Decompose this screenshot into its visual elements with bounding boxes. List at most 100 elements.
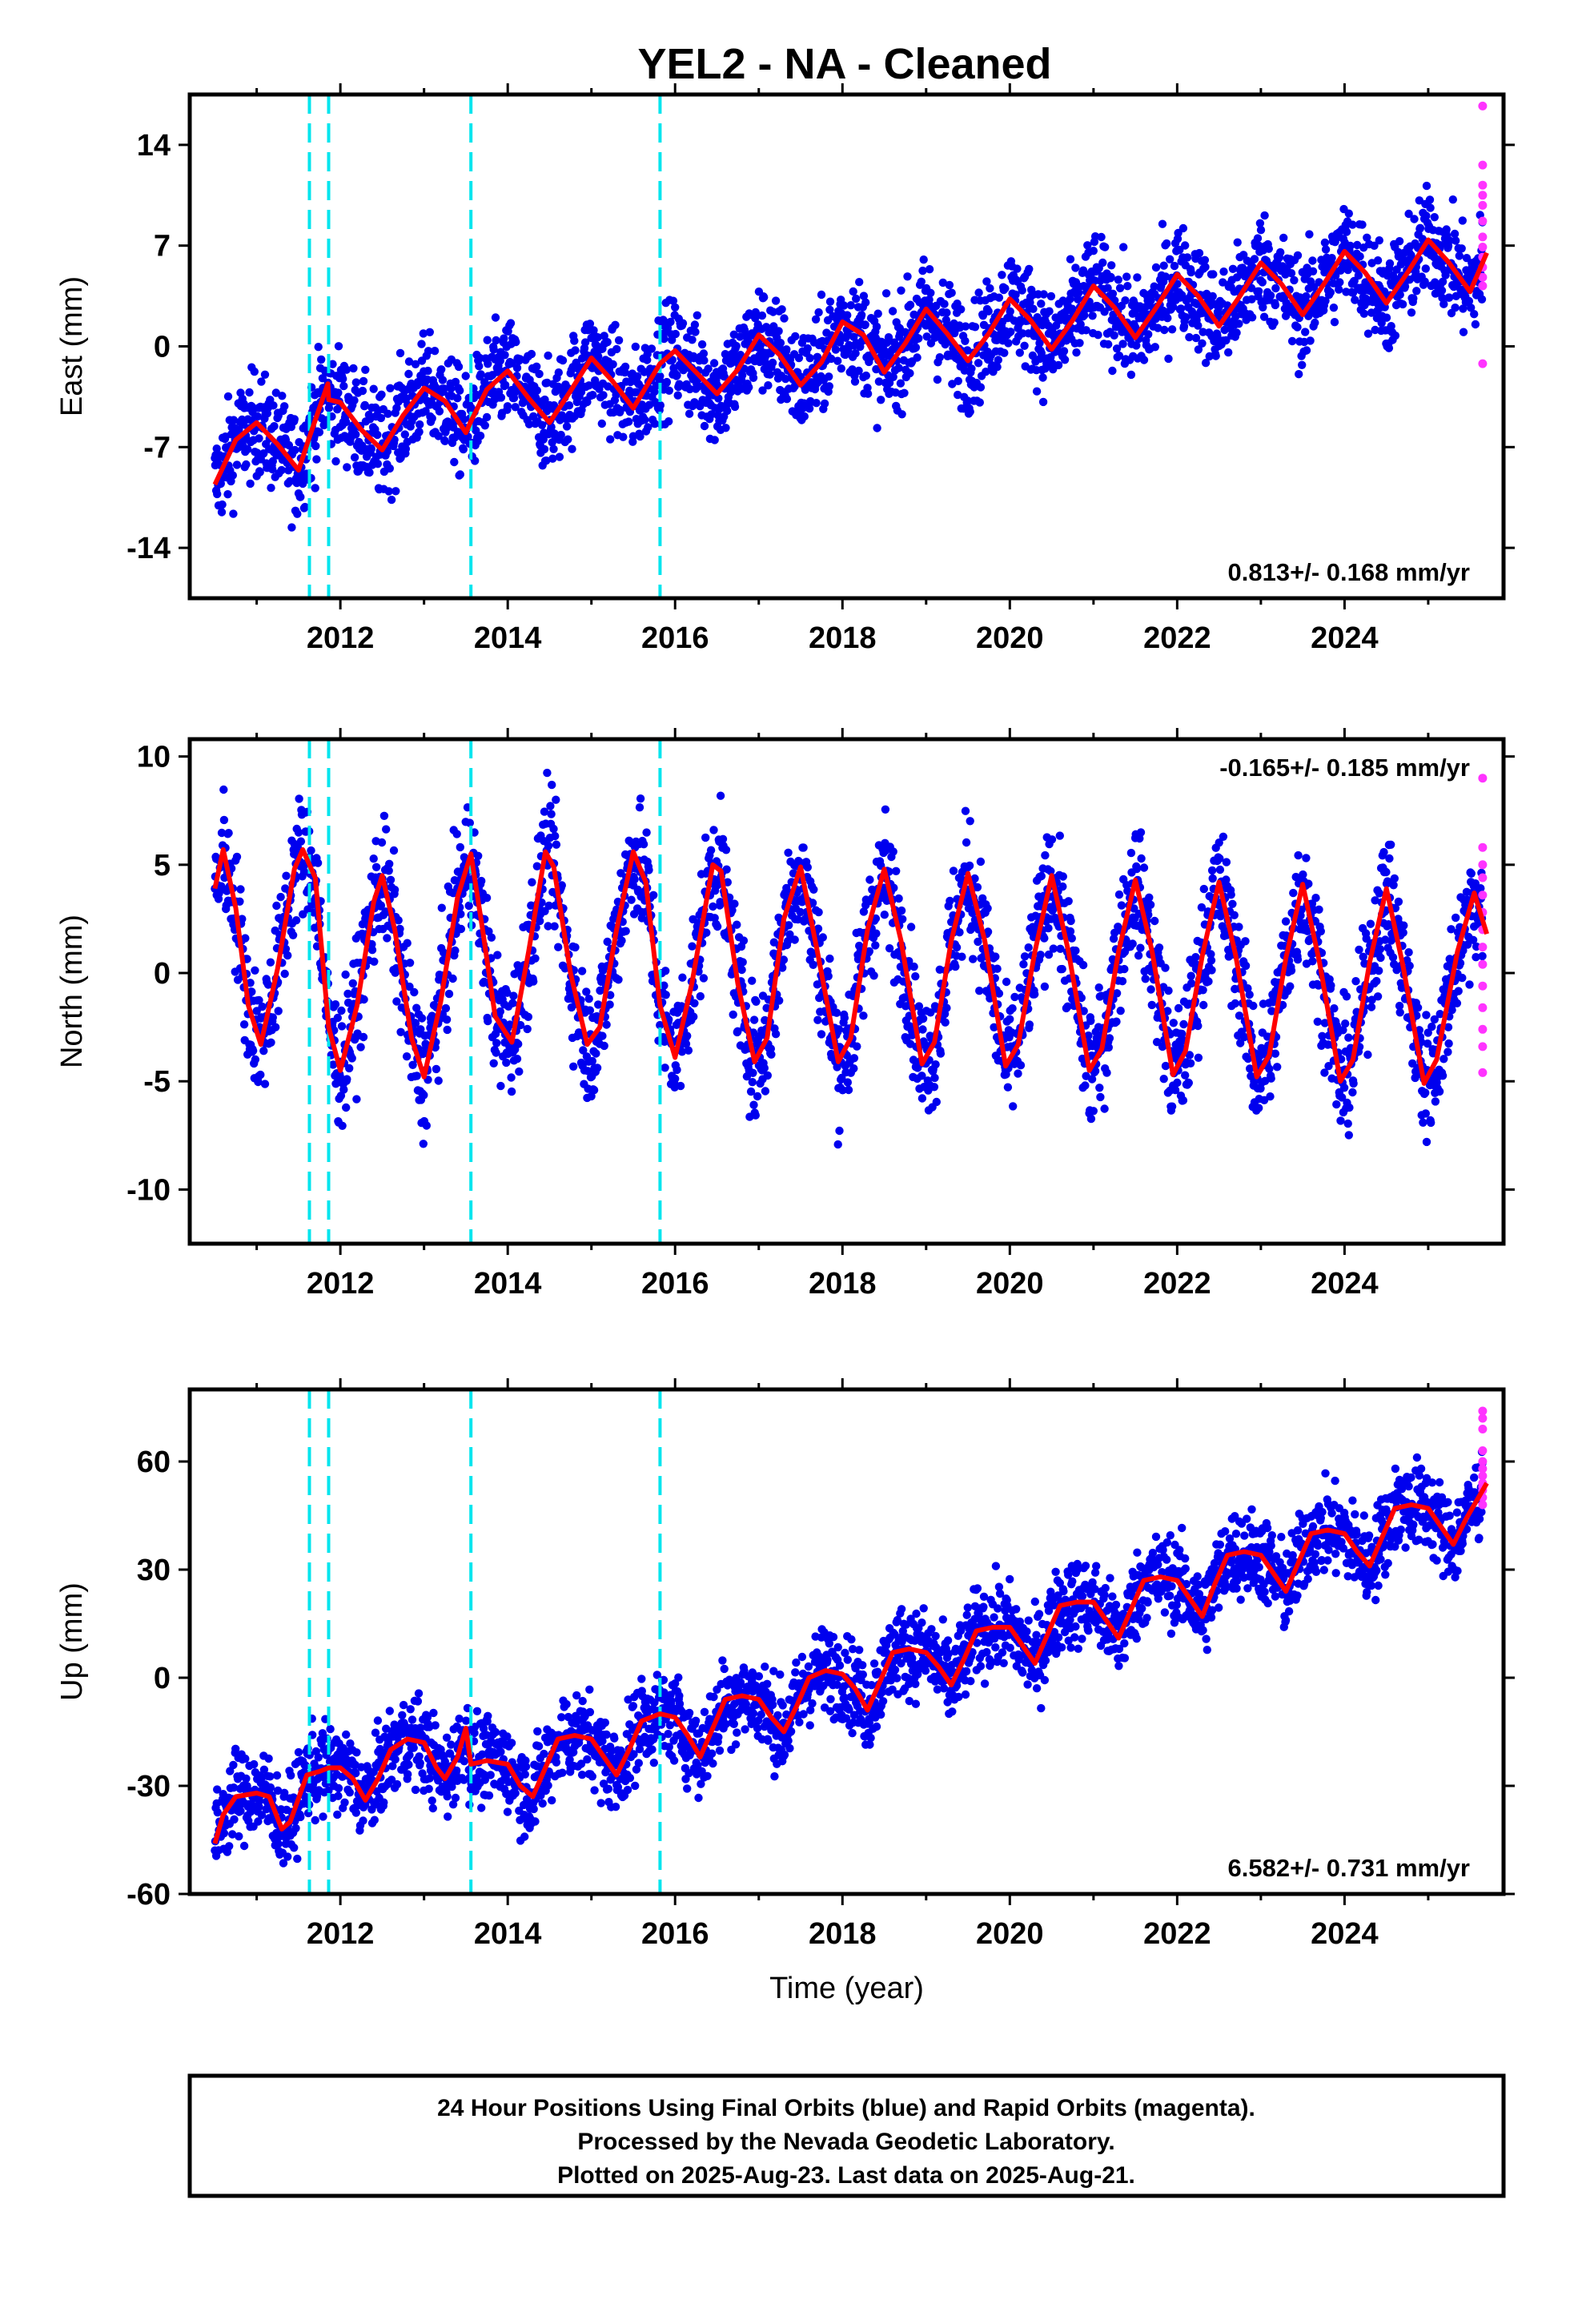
final-orbit-point xyxy=(984,307,993,316)
final-orbit-point xyxy=(351,378,360,387)
final-orbit-point xyxy=(554,943,563,951)
final-orbit-point xyxy=(736,332,745,341)
final-orbit-point xyxy=(476,370,485,379)
final-orbit-point xyxy=(411,360,420,368)
final-orbit-point xyxy=(976,857,986,866)
final-orbit-point xyxy=(730,402,740,412)
final-orbit-point xyxy=(1047,835,1057,844)
final-orbit-point xyxy=(733,1027,742,1036)
final-orbit-point xyxy=(1006,328,1015,336)
final-orbit-point xyxy=(721,846,731,854)
final-orbit-point xyxy=(1439,300,1448,308)
final-orbit-point xyxy=(296,493,305,501)
final-orbit-point xyxy=(1348,220,1357,229)
final-orbit-point xyxy=(312,455,321,464)
final-orbit-point xyxy=(909,962,918,971)
final-orbit-point xyxy=(616,405,624,415)
final-orbit-point xyxy=(784,848,793,858)
final-orbit-point xyxy=(1160,325,1169,335)
final-orbit-point xyxy=(673,391,682,400)
final-orbit-point xyxy=(1170,261,1179,271)
final-orbit-point xyxy=(229,416,239,424)
final-orbit-point xyxy=(1067,934,1077,943)
final-orbit-point xyxy=(390,885,400,895)
final-orbit-point xyxy=(1037,348,1046,358)
final-orbit-point xyxy=(341,970,350,979)
final-orbit-point xyxy=(1032,387,1042,396)
final-orbit-point xyxy=(1442,225,1451,234)
y-axis-label: East (mm) xyxy=(55,276,89,416)
final-orbit-point xyxy=(818,933,827,942)
final-orbit-point xyxy=(258,1002,267,1011)
final-orbit-point xyxy=(454,362,464,372)
final-orbit-point xyxy=(1201,359,1211,368)
final-orbit-point xyxy=(993,964,1002,973)
final-orbit-point xyxy=(552,840,561,849)
final-orbit-point xyxy=(296,837,306,846)
final-orbit-point xyxy=(1020,341,1029,350)
final-orbit-point xyxy=(416,1025,425,1034)
final-orbit-point xyxy=(1019,959,1028,969)
final-orbit-point xyxy=(267,1038,275,1047)
final-orbit-point xyxy=(894,364,903,372)
final-orbit-point xyxy=(1049,905,1058,914)
final-orbit-point xyxy=(688,942,697,951)
y-tick-label: 14 xyxy=(137,129,171,163)
final-orbit-point xyxy=(872,929,881,938)
final-orbit-point xyxy=(1377,319,1386,328)
final-orbit-point xyxy=(1166,255,1174,263)
final-orbit-point xyxy=(1059,347,1069,356)
final-orbit-point xyxy=(1358,220,1367,229)
final-orbit-point xyxy=(1363,329,1373,338)
final-orbit-point xyxy=(1163,314,1172,323)
final-orbit-point xyxy=(930,1073,939,1083)
x-tick-label: 2022 xyxy=(1143,621,1211,655)
final-orbit-point xyxy=(954,390,962,400)
final-orbit-point xyxy=(900,993,909,1002)
final-orbit-point xyxy=(676,1081,685,1091)
final-orbit-point xyxy=(983,927,993,936)
final-orbit-point xyxy=(219,785,228,794)
final-orbit-point xyxy=(394,916,403,925)
final-orbit-point xyxy=(794,353,804,363)
final-orbit-point xyxy=(709,902,717,911)
final-orbit-point xyxy=(931,1060,940,1069)
final-orbit-point xyxy=(1136,828,1146,837)
final-orbit-point xyxy=(925,265,934,274)
final-orbit-point xyxy=(1260,211,1269,220)
final-orbit-point xyxy=(689,1012,698,1021)
final-orbit-point xyxy=(1030,990,1039,999)
final-orbit-point xyxy=(583,397,592,407)
final-orbit-point xyxy=(527,349,536,359)
final-orbit-point xyxy=(508,999,517,1007)
final-orbit-point xyxy=(990,1023,998,1032)
final-orbit-point xyxy=(1079,1007,1088,1015)
final-orbit-point xyxy=(1219,267,1228,276)
final-orbit-point xyxy=(889,372,897,381)
final-orbit-point xyxy=(1088,312,1097,320)
final-orbit-point xyxy=(1118,977,1127,986)
final-orbit-point xyxy=(389,846,399,855)
final-orbit-point xyxy=(232,460,242,469)
final-orbit-point xyxy=(1410,215,1419,223)
final-orbit-point xyxy=(386,875,396,885)
final-orbit-point xyxy=(973,883,982,892)
final-orbit-point xyxy=(809,885,818,895)
final-orbit-point xyxy=(733,920,741,929)
final-orbit-point xyxy=(465,818,474,827)
final-orbit-point xyxy=(1114,275,1123,284)
y-tick-label: 7 xyxy=(154,230,171,263)
final-orbit-point xyxy=(749,1100,758,1109)
final-orbit-point xyxy=(813,924,823,933)
final-orbit-point xyxy=(701,833,710,842)
final-orbit-point xyxy=(491,313,500,322)
final-orbit-point xyxy=(544,901,553,911)
final-orbit-point xyxy=(1420,277,1429,286)
final-orbit-point xyxy=(253,412,262,421)
final-orbit-point xyxy=(588,1056,596,1066)
final-orbit-point xyxy=(1024,943,1033,952)
final-orbit-point xyxy=(1169,1019,1178,1027)
final-orbit-point xyxy=(512,337,520,347)
final-orbit-point xyxy=(1233,238,1242,247)
final-orbit-point xyxy=(982,277,991,286)
